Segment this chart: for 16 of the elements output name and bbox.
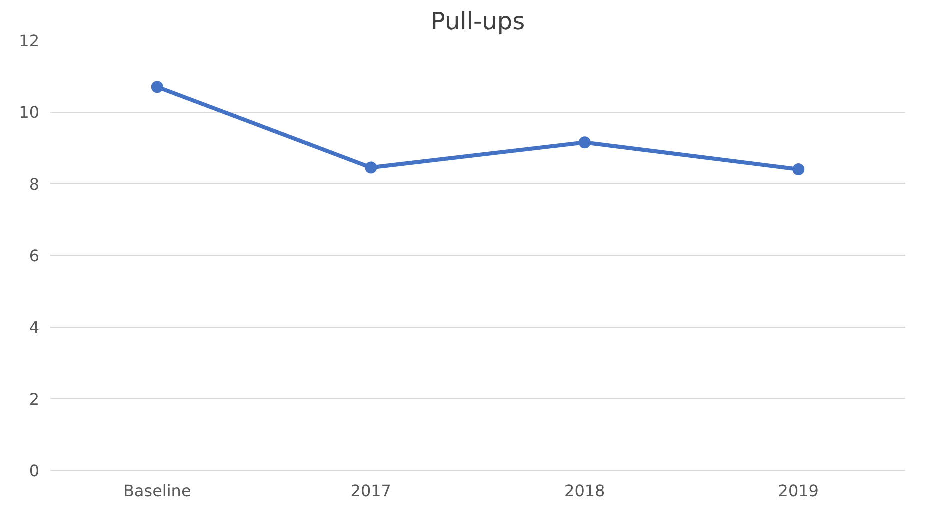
x-tick-label: 2018 (564, 482, 606, 500)
point (578, 136, 591, 149)
x-tick-label: Baseline (123, 482, 192, 500)
y-tick-label: 8 (29, 174, 40, 194)
y-tick-label: 0 (29, 462, 40, 480)
x-tick-label: 2019 (778, 482, 819, 500)
y-tick-label: 6 (29, 246, 40, 266)
y-tick-label: 2 (29, 390, 40, 409)
y-tick-label: 4 (29, 318, 40, 338)
y-tick-label: 10 (19, 103, 40, 122)
point (792, 164, 805, 176)
point (365, 162, 378, 174)
chart-title: Pull-ups (430, 8, 526, 36)
x-tick-label: 2017 (350, 482, 392, 500)
point (151, 81, 164, 94)
y-tick-label: 12 (19, 32, 40, 50)
